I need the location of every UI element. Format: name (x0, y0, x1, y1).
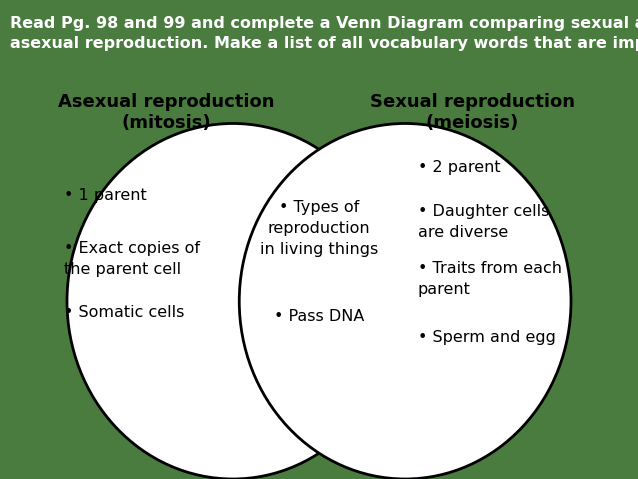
Text: • Sperm and egg: • Sperm and egg (418, 330, 556, 344)
Text: Read Pg. 98 and 99 and complete a Venn Diagram comparing sexual and
asexual repr: Read Pg. 98 and 99 and complete a Venn D… (10, 16, 638, 51)
Text: Sexual reproduction
(meiosis): Sexual reproduction (meiosis) (369, 93, 575, 132)
Text: • Somatic cells: • Somatic cells (64, 305, 184, 320)
Text: Asexual reproduction
(mitosis): Asexual reproduction (mitosis) (57, 93, 274, 132)
Ellipse shape (239, 124, 571, 479)
Text: • Exact copies of
the parent cell: • Exact copies of the parent cell (64, 240, 200, 277)
Text: • Pass DNA: • Pass DNA (274, 309, 364, 324)
Text: • Daughter cells
are diverse: • Daughter cells are diverse (418, 204, 549, 240)
Ellipse shape (67, 124, 399, 479)
Text: • Traits from each
parent: • Traits from each parent (418, 261, 562, 297)
Text: • 1 parent: • 1 parent (64, 188, 147, 203)
Text: • 2 parent: • 2 parent (418, 160, 501, 175)
Text: • Types of
reproduction
in living things: • Types of reproduction in living things (260, 200, 378, 257)
